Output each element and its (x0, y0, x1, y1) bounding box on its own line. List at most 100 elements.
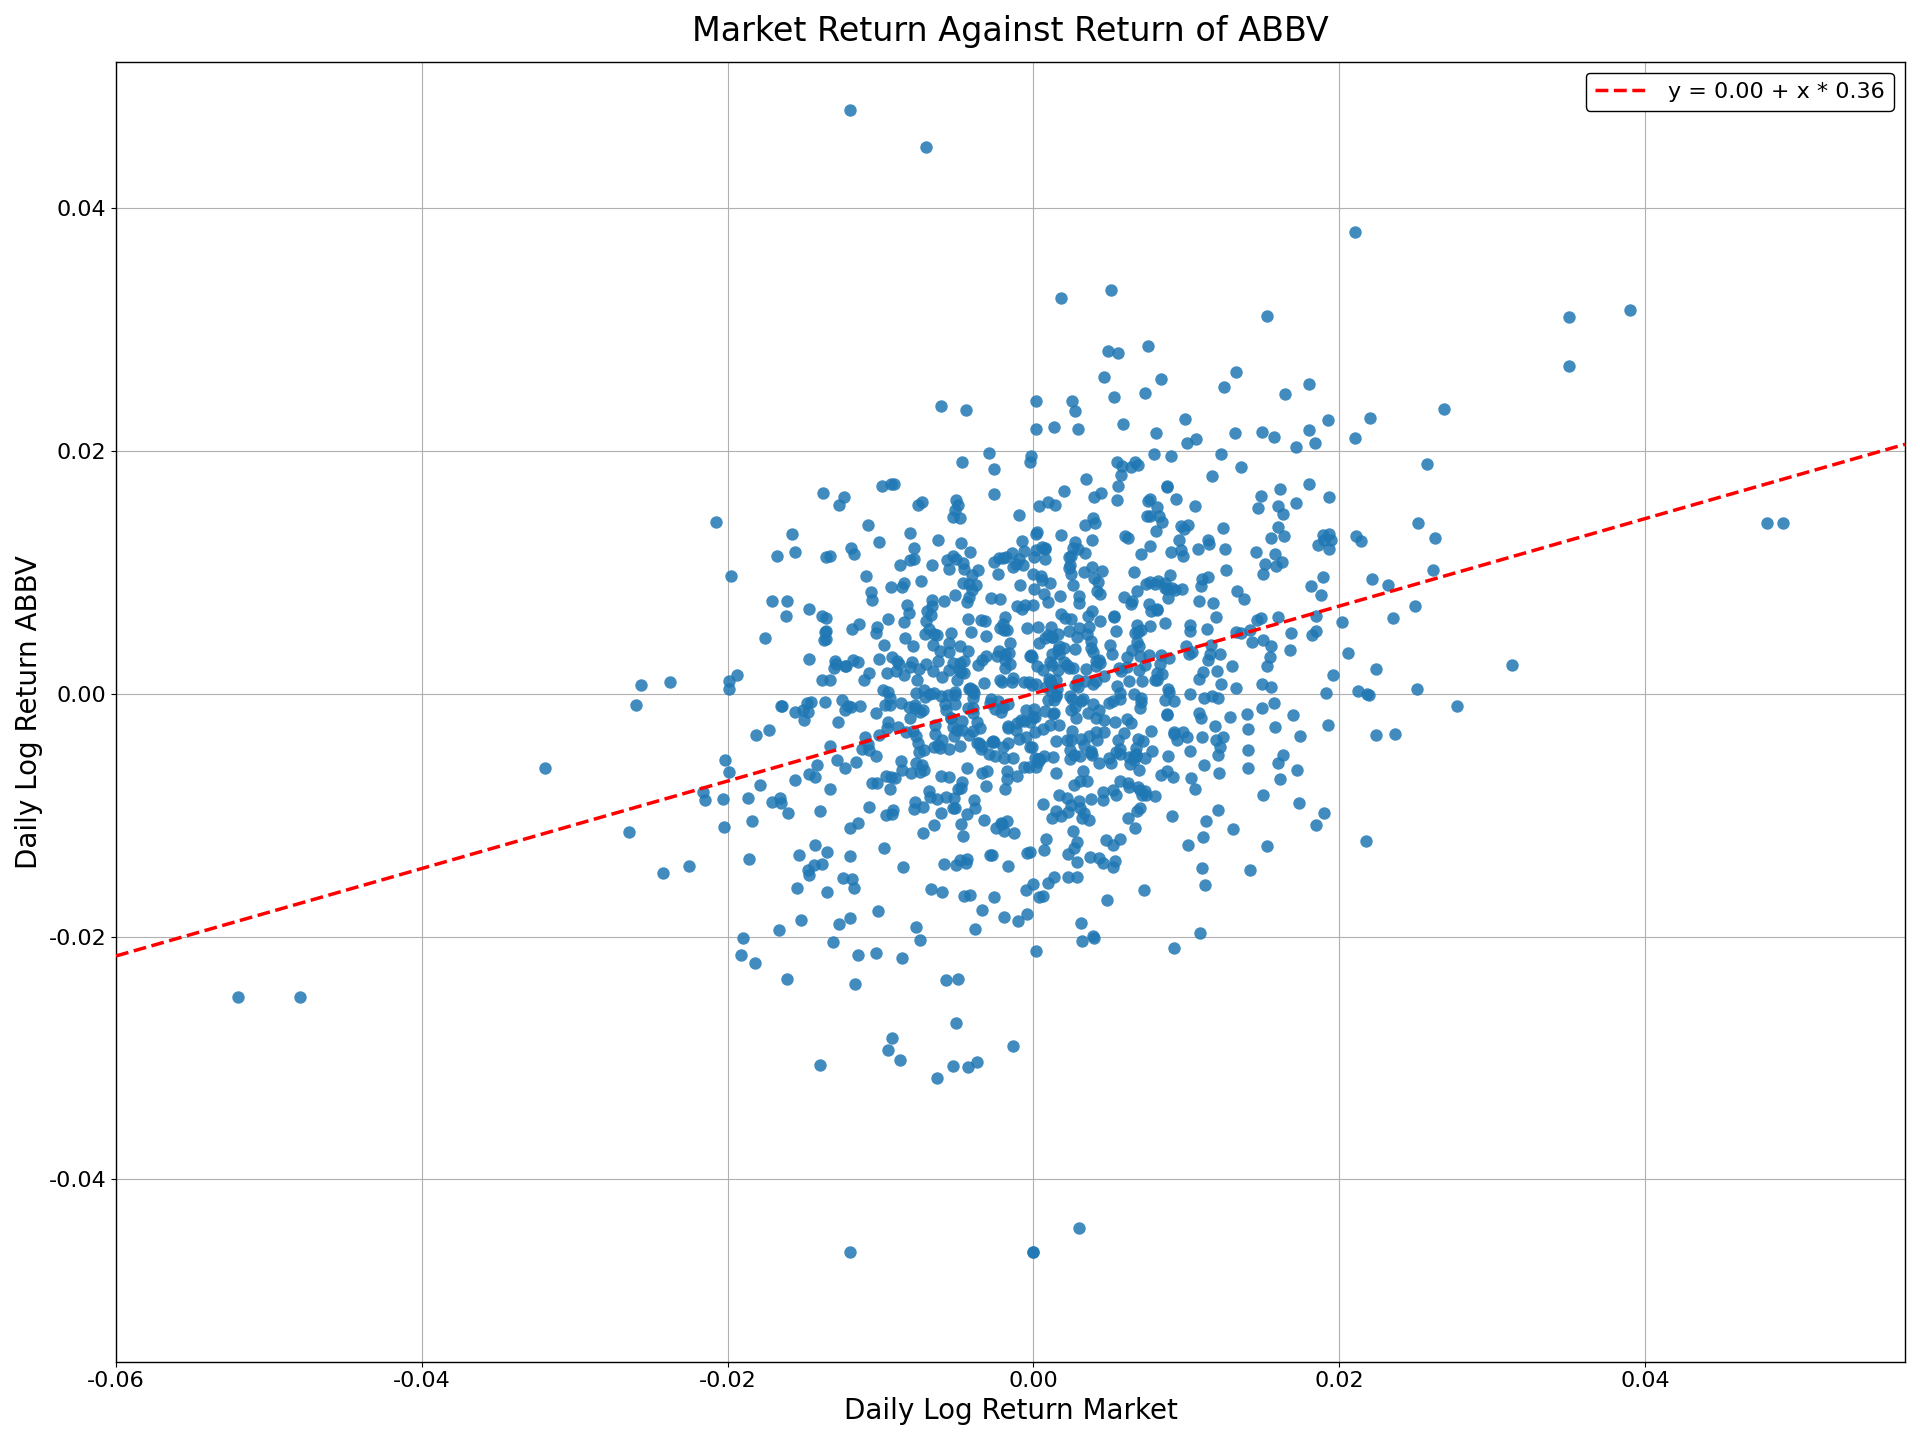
Point (931, 786, 962, 809)
Point (1127, 691, 1158, 714)
Point (789, 708, 820, 732)
Point (968, 672, 998, 696)
Point (1152, 760, 1183, 783)
Point (876, 472, 906, 495)
Point (1221, 621, 1252, 644)
Point (952, 848, 983, 871)
Point (1175, 683, 1206, 706)
Point (1096, 642, 1127, 665)
Point (1056, 698, 1087, 721)
Point (1131, 654, 1162, 677)
Point (1037, 654, 1068, 677)
Point (943, 778, 973, 801)
Point (814, 778, 845, 801)
Point (787, 698, 818, 721)
Point (714, 670, 745, 693)
Point (925, 802, 956, 825)
Point (908, 795, 939, 818)
Point (1054, 546, 1085, 569)
Point (1073, 808, 1104, 831)
Point (1160, 723, 1190, 746)
Point (845, 694, 876, 717)
Point (985, 639, 1016, 662)
Point (1133, 490, 1164, 513)
Point (1210, 537, 1240, 560)
Point (895, 707, 925, 730)
Point (887, 946, 918, 969)
Point (872, 1038, 902, 1061)
Point (1208, 516, 1238, 539)
Point (824, 913, 854, 936)
Point (835, 1241, 866, 1264)
Point (970, 775, 1000, 798)
Point (1553, 354, 1584, 377)
Point (1267, 503, 1298, 526)
Point (1066, 912, 1096, 935)
Point (820, 652, 851, 675)
Point (899, 694, 929, 717)
Point (812, 841, 843, 864)
Point (1129, 878, 1160, 901)
Point (1102, 474, 1133, 497)
Point (1110, 524, 1140, 547)
Point (860, 744, 891, 768)
Point (1123, 621, 1154, 644)
Point (1058, 573, 1089, 596)
Point (902, 494, 933, 517)
Point (945, 651, 975, 674)
Point (993, 714, 1023, 737)
Point (998, 822, 1029, 845)
Point (1281, 491, 1311, 514)
Point (960, 796, 991, 819)
Point (881, 649, 912, 672)
Point (770, 605, 801, 628)
Point (996, 541, 1027, 564)
Point (947, 770, 977, 793)
Point (856, 589, 887, 612)
Point (872, 661, 902, 684)
Point (1246, 420, 1277, 444)
Point (1135, 570, 1165, 593)
Point (1073, 603, 1104, 626)
Point (1187, 575, 1217, 598)
Point (1096, 752, 1127, 775)
Point (883, 652, 914, 675)
Point (993, 854, 1023, 877)
Point (1340, 524, 1371, 547)
Point (1081, 654, 1112, 677)
Point (1069, 560, 1100, 583)
Point (937, 716, 968, 739)
Point (1014, 451, 1044, 474)
Point (973, 743, 1004, 766)
Point (1012, 698, 1043, 721)
Point (1043, 678, 1073, 701)
Point (948, 649, 979, 672)
Point (1033, 688, 1064, 711)
Point (1192, 566, 1223, 589)
Point (785, 909, 816, 932)
Point (889, 626, 920, 649)
Point (1187, 726, 1217, 749)
Point (924, 736, 954, 759)
Point (826, 688, 856, 711)
Point (856, 580, 887, 603)
Point (885, 1048, 916, 1071)
Point (1265, 478, 1296, 501)
Point (1125, 543, 1156, 566)
Point (1073, 724, 1104, 747)
Point (945, 734, 975, 757)
Point (1087, 851, 1117, 874)
Point (799, 852, 829, 876)
Point (1615, 300, 1645, 323)
Point (799, 834, 829, 857)
Point (1144, 644, 1175, 667)
Point (883, 716, 914, 739)
Point (1066, 796, 1096, 819)
Point (925, 639, 956, 662)
Point (1302, 619, 1332, 642)
Point (914, 779, 945, 802)
Point (1284, 724, 1315, 747)
Point (1037, 806, 1068, 829)
Point (1094, 634, 1125, 657)
Point (966, 608, 996, 631)
